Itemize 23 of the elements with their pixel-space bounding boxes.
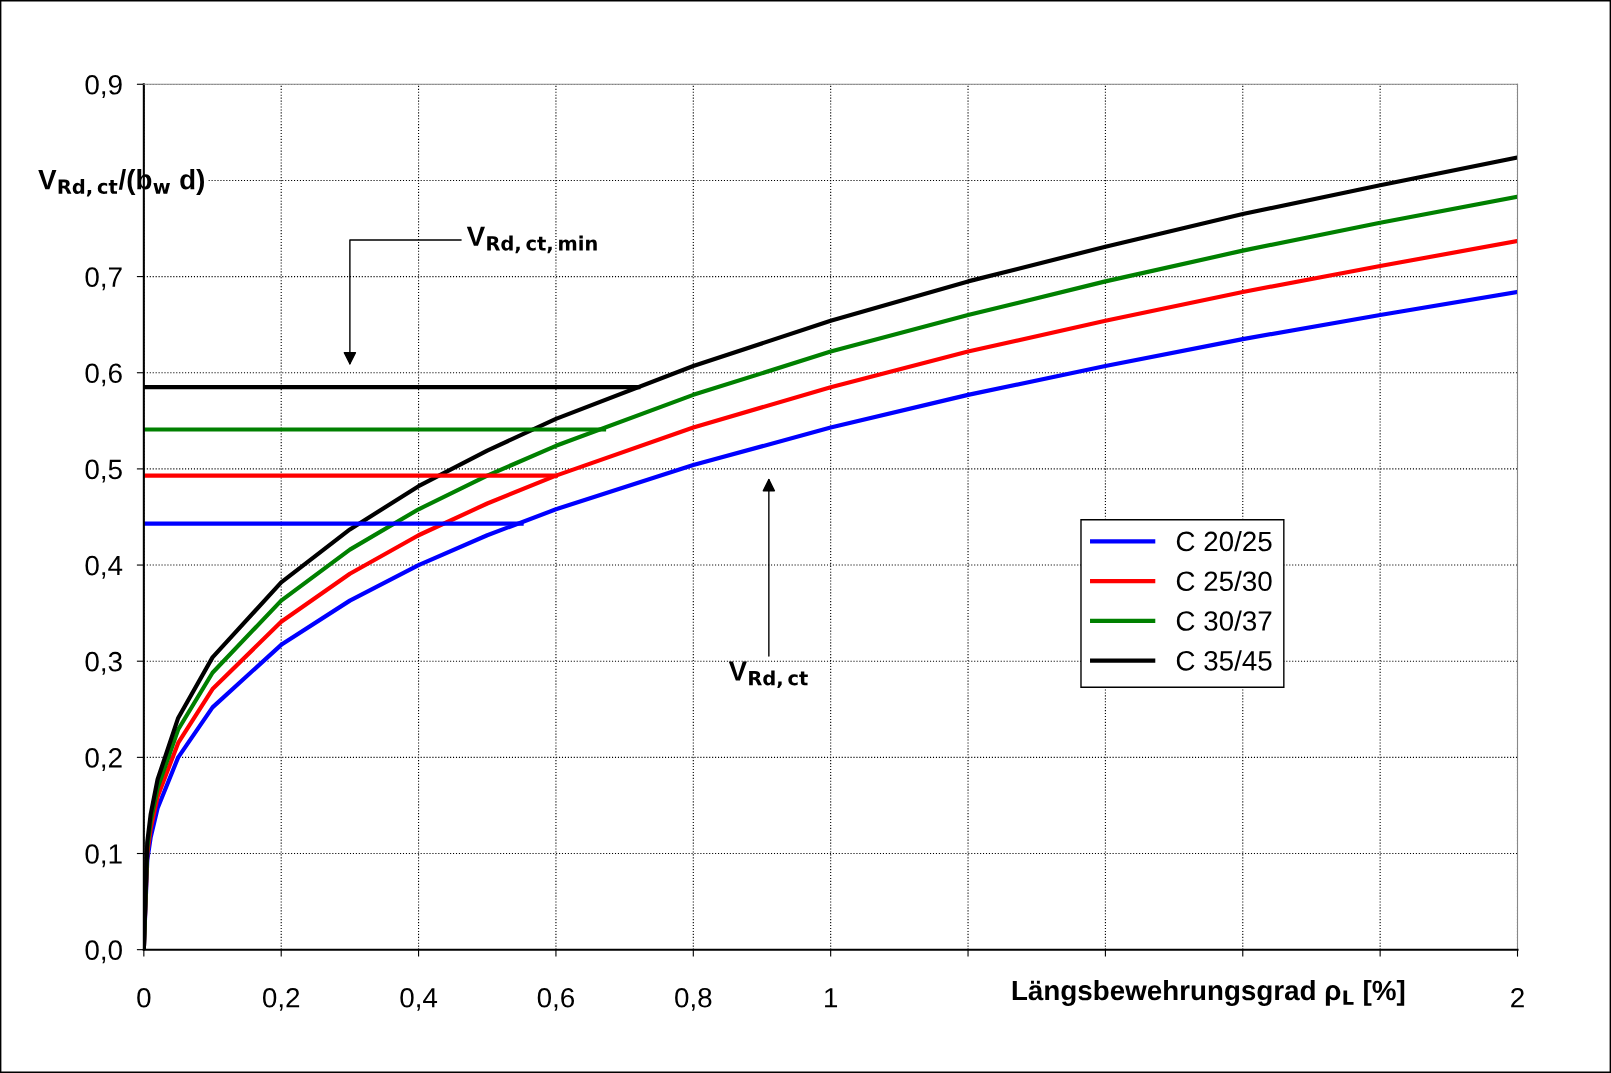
x-tick-label: 0,2 [262,987,300,1011]
legend-label: C 30/37 [1176,610,1272,631]
y-tick-label: 0,4 [85,555,123,579]
y-tick-label: 0,6 [85,363,122,387]
annotation: V$_{Rd,ct}$ [728,661,808,688]
y-tick-label: 0,2 [85,748,122,771]
y-tick-label: 0,9 [85,74,122,98]
legend-label: C 25/30 [1176,570,1272,592]
y-tick-label: 0,0 [85,940,122,964]
x-tick-label: 2 [1511,987,1524,1008]
y-tick-label: 0,5 [85,459,122,483]
legend-label: C 35/45 [1176,650,1272,671]
x-tick-label: 0,8 [675,987,712,1011]
y-tick-label: 0,3 [85,651,122,675]
annotation: V$_{Rd,ct,min}$ [466,226,597,254]
x-tick-label: 0 [137,987,151,1008]
y-tick-label: 0,7 [85,267,122,291]
x-tick-label: 0,4 [400,987,438,1011]
x-tick-label: 0,6 [537,987,575,1011]
y-tick-label: 0,1 [85,844,122,868]
x-axis-title: Längsbewehrungsgrad ρ$_{L}$ [%] [1012,979,1405,1006]
legend-label: C 20/25 [1176,530,1272,552]
x-tick-label: 1 [825,988,838,1008]
